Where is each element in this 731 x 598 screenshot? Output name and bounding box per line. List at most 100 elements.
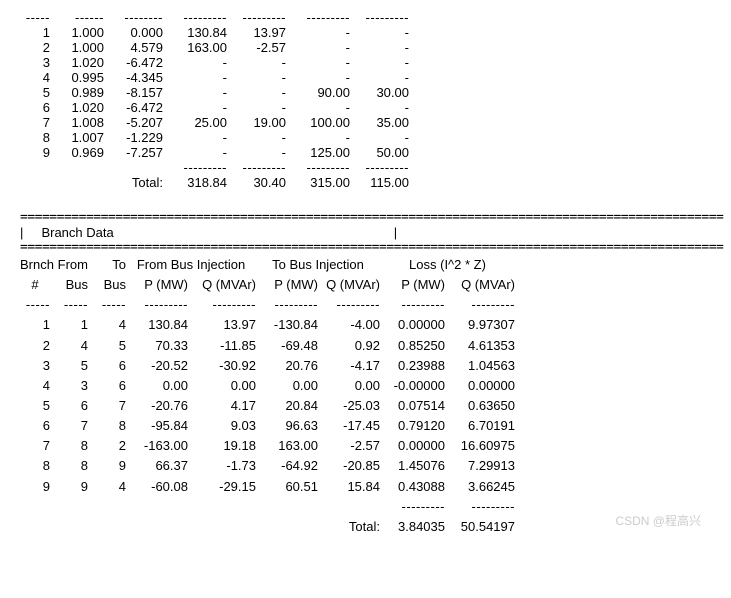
bus-v: 1.007 xyxy=(50,130,104,145)
bus-v: 1.020 xyxy=(50,100,104,115)
to-p: -69.48 xyxy=(256,336,318,356)
total-q: 30.40 xyxy=(227,175,286,190)
bus-row: 40.995-4.345---- xyxy=(20,70,711,85)
to-p: 20.76 xyxy=(256,356,318,376)
from-bus: 8 xyxy=(50,456,88,476)
branch-row: 994-60.08-29.1560.5115.840.430883.66245 xyxy=(20,477,711,497)
from-bus: 6 xyxy=(50,396,88,416)
section-separator: ========================================… xyxy=(20,210,711,225)
branch-row: 88966.37-1.73-64.92-20.851.450767.29913 xyxy=(20,456,711,476)
branch-row: 114130.8413.97-130.84-4.000.000009.97307 xyxy=(20,315,711,335)
total-lp: 3.84035 xyxy=(380,517,445,537)
branch-num: 5 xyxy=(20,396,50,416)
loss-q: 0.63650 xyxy=(445,396,515,416)
bus-v: 1.008 xyxy=(50,115,104,130)
bus-pd: - xyxy=(286,25,350,40)
to-bus: 6 xyxy=(88,356,126,376)
to-bus: 4 xyxy=(88,315,126,335)
bus-row: 90.969-7.257--125.0050.00 xyxy=(20,145,711,160)
total-qd: 115.00 xyxy=(350,175,409,190)
bus-pd: - xyxy=(286,130,350,145)
from-p: 70.33 xyxy=(126,336,188,356)
loss-q: 3.66245 xyxy=(445,477,515,497)
bus-pd: - xyxy=(286,100,350,115)
to-q: -4.17 xyxy=(318,356,380,376)
bus-num: 1 xyxy=(20,25,50,40)
to-q: -20.85 xyxy=(318,456,380,476)
bus-num: 3 xyxy=(20,55,50,70)
bus-row: 71.008-5.20725.0019.00100.0035.00 xyxy=(20,115,711,130)
bus-qd: - xyxy=(350,100,409,115)
to-q: -4.00 xyxy=(318,315,380,335)
bus-num: 7 xyxy=(20,115,50,130)
to-q: 0.00 xyxy=(318,376,380,396)
from-q: 13.97 xyxy=(188,315,256,335)
branch-num: 3 xyxy=(20,356,50,376)
branch-header-2: # Bus Bus P (MW) Q (MVAr) P (MW) Q (MVAr… xyxy=(20,275,711,295)
bus-pg: - xyxy=(163,85,227,100)
to-q: -2.57 xyxy=(318,436,380,456)
to-p: 96.63 xyxy=(256,416,318,436)
to-bus: 6 xyxy=(88,376,126,396)
bus-total-row: Total: 318.84 30.40 315.00 115.00 xyxy=(20,175,711,190)
loss-p: 0.00000 xyxy=(380,315,445,335)
branch-num: 4 xyxy=(20,376,50,396)
bus-row: 11.0000.000130.8413.97-- xyxy=(20,25,711,40)
to-p: 163.00 xyxy=(256,436,318,456)
divider: ----------------------------------------… xyxy=(20,10,711,25)
bus-ang: -1.229 xyxy=(104,130,163,145)
bus-qg: 19.00 xyxy=(227,115,286,130)
branch-total-row: Total: 3.84035 50.54197 xyxy=(20,517,711,537)
bus-pg: 130.84 xyxy=(163,25,227,40)
bus-pd: - xyxy=(286,55,350,70)
divider: ------------------ xyxy=(20,497,711,517)
from-p: 0.00 xyxy=(126,376,188,396)
to-p: 60.51 xyxy=(256,477,318,497)
loss-p: 1.45076 xyxy=(380,456,445,476)
bus-num: 5 xyxy=(20,85,50,100)
total-label: Total: xyxy=(318,517,380,537)
bus-pg: 25.00 xyxy=(163,115,227,130)
branch-header-1: Brnch From To From Bus Injection To Bus … xyxy=(20,255,711,275)
watermark: CSDN @程高兴 xyxy=(615,512,701,529)
bus-pg: - xyxy=(163,55,227,70)
bus-qd: 30.00 xyxy=(350,85,409,100)
loss-p: 0.00000 xyxy=(380,436,445,456)
bus-v: 1.000 xyxy=(50,25,104,40)
loss-q: 16.60975 xyxy=(445,436,515,456)
bus-qd: 50.00 xyxy=(350,145,409,160)
bus-pd: 90.00 xyxy=(286,85,350,100)
to-bus: 5 xyxy=(88,336,126,356)
bus-pg: - xyxy=(163,100,227,115)
divider: ----------------------------------------… xyxy=(20,295,711,315)
bus-qd: 35.00 xyxy=(350,115,409,130)
from-p: -20.52 xyxy=(126,356,188,376)
loss-p: 0.23988 xyxy=(380,356,445,376)
bus-pg: - xyxy=(163,130,227,145)
loss-q: 6.70191 xyxy=(445,416,515,436)
from-q: 9.03 xyxy=(188,416,256,436)
bus-v: 1.000 xyxy=(50,40,104,55)
bus-v: 0.969 xyxy=(50,145,104,160)
bus-row: 81.007-1.229---- xyxy=(20,130,711,145)
to-p: 20.84 xyxy=(256,396,318,416)
branch-row: 678-95.849.0396.63-17.450.791206.70191 xyxy=(20,416,711,436)
bus-ang: 4.579 xyxy=(104,40,163,55)
bus-qg: -2.57 xyxy=(227,40,286,55)
total-lq: 50.54197 xyxy=(445,517,515,537)
to-p: -64.92 xyxy=(256,456,318,476)
bus-row: 31.020-6.472---- xyxy=(20,55,711,70)
from-q: -29.15 xyxy=(188,477,256,497)
to-bus: 9 xyxy=(88,456,126,476)
bus-qg: - xyxy=(227,100,286,115)
bus-qg: - xyxy=(227,145,286,160)
branch-data-title-row: | Branch Data| xyxy=(20,225,711,240)
total-label: Total: xyxy=(104,175,163,190)
loss-q: 1.04563 xyxy=(445,356,515,376)
loss-q: 4.61353 xyxy=(445,336,515,356)
bus-v: 0.995 xyxy=(50,70,104,85)
bus-qd: - xyxy=(350,70,409,85)
divider: ------------------------------------ xyxy=(20,160,711,175)
from-q: -11.85 xyxy=(188,336,256,356)
to-q: 15.84 xyxy=(318,477,380,497)
